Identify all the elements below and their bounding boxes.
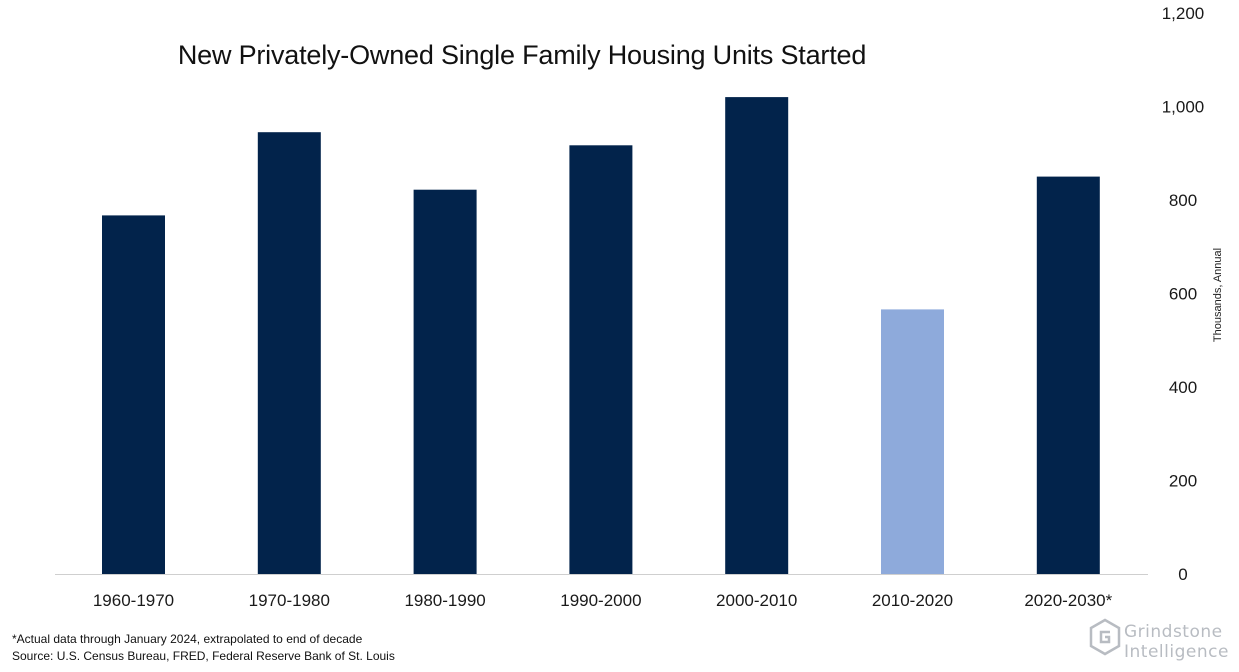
source-note: Source: U.S. Census Bureau, FRED, Federa… [12,649,395,663]
x-tick-label: 1970-1980 [249,591,330,610]
y-axis-label: Thousands, Annual [1212,248,1224,342]
x-tick-label: 1960-1970 [93,591,174,610]
x-tick-label: 2000-2010 [716,591,797,610]
y-tick-label: 200 [1169,472,1197,491]
y-axis-ticks: 0 200 400 600 800 1,000 1,200 [1162,4,1205,584]
grindstone-logo: Grindstone Intelligence [1088,618,1238,668]
category-labels: 1960-1970 1970-1980 1980-1990 1990-2000 2000… [93,591,1113,610]
footnote: *Actual data through January 2024, extra… [12,632,363,646]
bar-1980-1990 [413,189,477,574]
y-tick-label: 1,000 [1162,98,1205,117]
y-tick-label: 400 [1169,378,1197,397]
chart-title: New Privately-Owned Single Family Housin… [178,40,866,70]
logo-line-2: Intelligence [1124,642,1229,662]
x-tick-label: 2020-2030* [1024,591,1112,610]
y-tick-label: 0 [1178,565,1187,584]
logo-line-1: Grindstone [1124,622,1223,642]
bar-1990-2000 [569,145,633,575]
y-tick-label: 1,200 [1162,4,1205,23]
y-tick-label: 800 [1169,191,1197,210]
y-tick-label: 600 [1169,285,1197,304]
bars-group [102,97,1100,575]
bar-2000-2010 [725,97,789,574]
bar-2010-2020 [881,309,944,574]
x-tick-label: 2010-2020 [872,591,953,610]
grindstone-hexagon-icon [1089,618,1121,656]
bar-2020-2030 [1036,176,1100,574]
bar-1970-1980 [257,132,321,574]
x-tick-label: 1990-2000 [560,591,641,610]
x-tick-label: 1980-1990 [404,591,485,610]
bar-1960-1970 [102,215,165,574]
